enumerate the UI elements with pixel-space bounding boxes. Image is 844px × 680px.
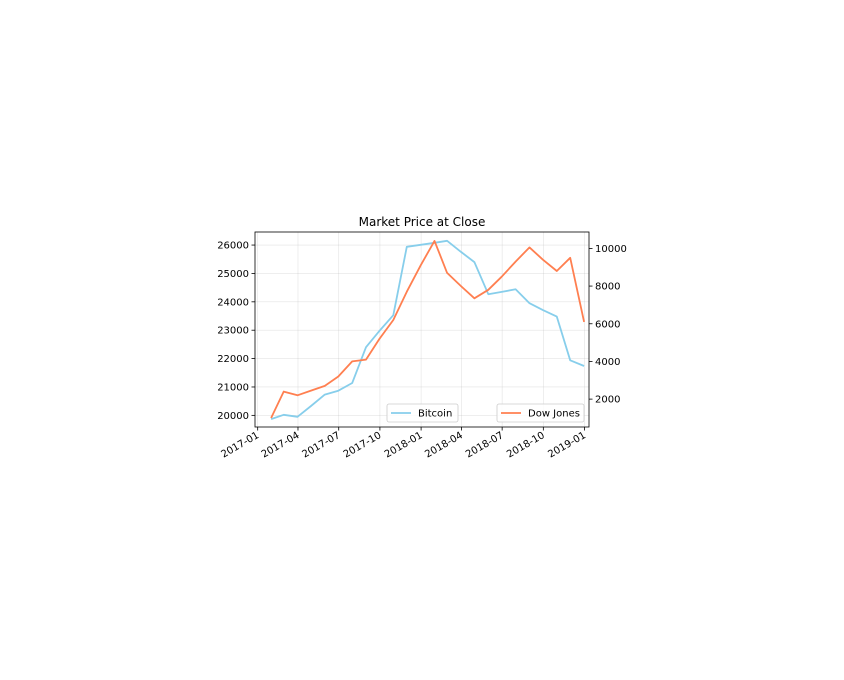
series-line-dow-jones <box>270 239 585 419</box>
legends: Bitcoin Dow Jones <box>386 403 585 423</box>
y-right-tick-label: 8000 <box>595 282 620 293</box>
series-lines <box>270 239 585 420</box>
legend-label: Bitcoin <box>418 409 452 420</box>
legend-dow-jones: Dow Jones <box>496 403 585 423</box>
y-left-tick-label: 22000 <box>217 354 249 365</box>
legend-bitcoin: Bitcoin <box>386 403 459 423</box>
y-left-tick-label: 26000 <box>217 241 249 252</box>
y-axis-right-ticks: 2000 4000 6000 8000 10000 <box>589 244 627 406</box>
series-line-bitcoin <box>270 239 585 420</box>
plot-frame <box>254 231 590 428</box>
y-left-tick-label: 20000 <box>217 411 249 422</box>
y-right-tick-label: 4000 <box>595 357 620 368</box>
legend-label: Dow Jones <box>528 409 580 420</box>
y-right-tick-label: 10000 <box>595 244 627 255</box>
y-left-tick-label: 24000 <box>217 297 249 308</box>
y-axis-left-ticks: 20000 21000 22000 23000 24000 25000 26000 <box>217 241 255 422</box>
y-left-tick-label: 21000 <box>217 382 249 393</box>
legend-box <box>496 403 585 423</box>
y-right-tick-label: 6000 <box>595 319 620 330</box>
y-left-tick-label: 23000 <box>217 326 249 337</box>
y-right-tick-label: 2000 <box>595 395 620 406</box>
chart-title: Market Price at Close <box>359 215 486 229</box>
legend-box <box>386 403 459 423</box>
y-left-tick-label: 25000 <box>217 269 249 280</box>
